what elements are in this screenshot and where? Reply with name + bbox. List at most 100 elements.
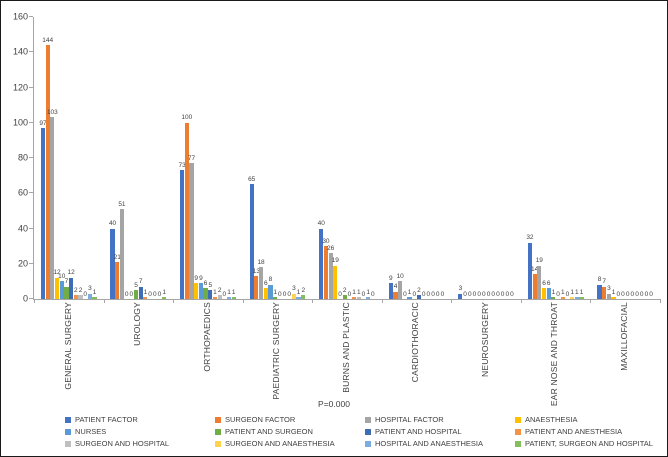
y-tick-label: 40 — [17, 223, 28, 233]
bar-value-label: 100 — [181, 114, 193, 122]
legend-swatch-icon — [515, 416, 521, 423]
y-tick-label: 140 — [12, 46, 28, 57]
bar-value-label: 0 — [371, 290, 375, 298]
bar-group: 40 30 26 19 0 2 0 1 1 0 1 0 — [312, 17, 382, 299]
bar: 40 — [318, 220, 325, 299]
bar: 2 — [217, 287, 222, 299]
legend-label: HOSPITAL AND ANAESTHESIA — [375, 439, 483, 448]
bar: 6 — [546, 280, 551, 299]
bar: 32 — [526, 235, 534, 299]
x-tick-mark — [242, 299, 244, 303]
bar: 1 — [212, 289, 218, 299]
bar: 1 — [579, 289, 584, 299]
bar-value-label: 97 — [39, 119, 47, 127]
category-label: UROLOGY — [132, 302, 143, 346]
legend-item: SURGEON AND ANAESTHESIA — [215, 440, 365, 448]
bar: 73 — [179, 162, 186, 299]
legend-label: PATIENT AND HOSPITAL — [375, 427, 462, 436]
category-cell: CARDIOTHORACIC — [381, 302, 451, 398]
legend-item: PATIENT AND SURGEON — [215, 428, 365, 436]
bar: 12 — [53, 270, 61, 299]
bar: 1 — [560, 289, 565, 299]
bar: 103 — [47, 109, 58, 299]
bar: 1 — [611, 289, 616, 299]
bar-value-label: 6 — [542, 279, 546, 287]
x-tick-mark — [173, 299, 175, 303]
legend-swatch-icon — [515, 428, 521, 435]
bar-group: 32 14 19 6 6 1 0 1 0 1 1 1 — [521, 17, 591, 299]
bar-value-label: 9 — [194, 274, 198, 282]
bar-value-label: 1 — [92, 288, 97, 296]
bar-value-label: 8 — [597, 276, 602, 284]
bar-value-label: 0 — [500, 290, 505, 298]
bar-value-label: 0 — [222, 290, 227, 298]
bar-value-label: 1 — [560, 288, 565, 296]
y-tick-label: 100 — [12, 117, 28, 128]
y-tick-mark — [29, 16, 33, 17]
p-value-label: P=0.000 — [318, 399, 350, 409]
bar: 13 — [253, 268, 260, 299]
category-cell: ORTHOPAEDICS — [172, 302, 242, 398]
bar: 2 — [301, 287, 306, 299]
y-tick-label: 80 — [17, 152, 28, 163]
bar: 1 — [574, 289, 579, 299]
legend-label: SURGEON AND HOSPITAL — [75, 439, 170, 448]
bar: 40 — [109, 220, 116, 299]
bar-value-label: 14 — [531, 265, 539, 273]
bar: 1 — [231, 289, 236, 299]
bar-value-label: 12 — [53, 269, 61, 277]
bar-groups: 97 144 103 12 10 7 12 2 2 0 3 1 40 21 51 0 0 5 7 1 0 0 0 1 73 100… — [34, 17, 660, 299]
bar-value-label: 0 — [129, 290, 134, 298]
bar-value-label: 1 — [273, 288, 277, 296]
bar-value-label: 0 — [124, 290, 129, 298]
plot-area: 97 144 103 12 10 7 12 2 2 0 3 1 40 21 51 0 0 5 7 1 0 0 0 1 73 100… — [29, 16, 661, 303]
category-cell: MAXILLOFACIAL — [590, 302, 660, 398]
y-tick-mark — [29, 227, 33, 229]
bar-value-label: 65 — [248, 175, 256, 183]
legend-label: HOSPITAL FACTOR — [375, 415, 444, 424]
bar-value-label: 0 — [431, 290, 435, 298]
bar-value-label: 0 — [496, 290, 500, 298]
x-tick-mark — [660, 299, 661, 303]
bar-value-label: 30 — [322, 237, 330, 245]
legend-swatch-icon — [515, 440, 521, 447]
bar-value-label: 7 — [64, 278, 69, 286]
bar-value-label: 0 — [639, 290, 644, 298]
bar-value-label: 1 — [231, 288, 236, 296]
y-tick-mark — [29, 121, 33, 123]
bar-value-label: 0 — [621, 290, 625, 298]
bar-value-label: 0 — [635, 290, 639, 298]
x-tick-mark — [590, 299, 592, 303]
legend-item: SURGEON AND HOSPITAL — [65, 440, 215, 448]
y-tick-mark — [29, 298, 33, 299]
bar: 18 — [257, 259, 265, 299]
bar: 1 — [551, 289, 556, 299]
legend-swatch-icon — [215, 440, 221, 447]
bar: 9 — [198, 275, 203, 299]
bar-group: 9 4 10 0 1 0 2 0 0 0 0 0 — [382, 17, 452, 299]
category-label: MAXILLOFACIAL — [619, 302, 630, 371]
x-tick-mark — [103, 299, 105, 303]
bar-value-label: 0 — [630, 290, 635, 298]
bar: 14 — [531, 266, 538, 299]
category-cell: UROLOGY — [103, 302, 173, 398]
bar: 3 — [606, 286, 611, 299]
legend-item: HOSPITAL AND ANAESTHESIA — [365, 440, 515, 448]
bar: 8 — [597, 277, 602, 299]
bar-value-label: 40 — [317, 220, 325, 227]
category-label: CARDIOTHORACIC — [410, 302, 421, 383]
bar-value-label: 0 — [426, 290, 431, 298]
bar-value-label: 0 — [157, 290, 162, 298]
bar: 1 — [407, 289, 412, 299]
legend-item: PATIENT, SURGEON AND HOSPITAL — [515, 440, 653, 448]
bar-value-label: 0 — [83, 290, 87, 298]
bar: 1 — [273, 289, 278, 299]
legend-label: ANAESTHESIA — [525, 415, 578, 424]
bar: 77 — [188, 155, 195, 299]
bar: 65 — [248, 176, 255, 299]
bar-value-label: 0 — [649, 290, 653, 298]
bar-value-label: 0 — [477, 290, 481, 298]
bar-value-label: 0 — [361, 290, 366, 298]
bar: 3 — [458, 286, 463, 299]
